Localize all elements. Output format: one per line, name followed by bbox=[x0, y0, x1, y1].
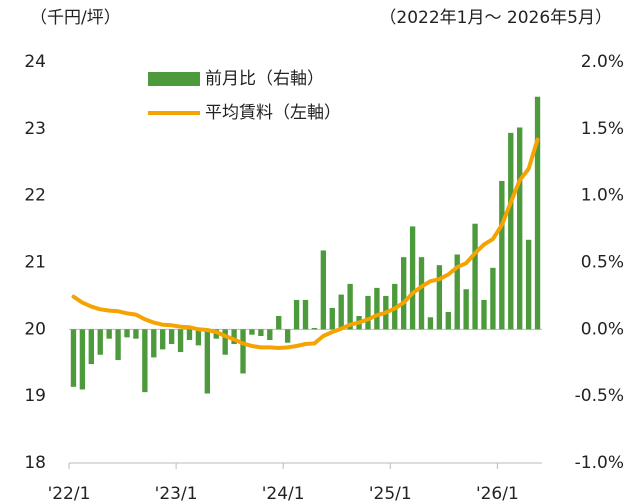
bar bbox=[195, 329, 202, 346]
bar bbox=[490, 267, 496, 330]
bar bbox=[517, 127, 523, 330]
bar bbox=[508, 132, 514, 330]
bar bbox=[365, 295, 371, 330]
bar bbox=[168, 329, 175, 345]
y2-tick-label: 2.0% bbox=[581, 52, 624, 72]
legend-label: 前月比（右軸） bbox=[205, 69, 324, 89]
bar bbox=[79, 329, 86, 390]
bar bbox=[160, 329, 166, 350]
y2-tick-label: 0.5% bbox=[581, 253, 624, 273]
x-tick-label: '23/1 bbox=[155, 484, 198, 504]
period-label: （2022年1月～ 2026年5月） bbox=[379, 8, 612, 28]
bar bbox=[525, 239, 532, 330]
y2-tick-label: -0.5% bbox=[575, 386, 624, 406]
bar bbox=[400, 257, 407, 330]
bar bbox=[88, 329, 94, 365]
bar bbox=[124, 329, 130, 338]
bar bbox=[231, 329, 237, 345]
bar bbox=[436, 265, 443, 330]
bar bbox=[320, 250, 327, 330]
bar bbox=[409, 226, 416, 330]
x-tick-label: '24/1 bbox=[262, 484, 305, 504]
bar bbox=[534, 96, 541, 330]
bar bbox=[293, 299, 300, 330]
y-tick-label: 18 bbox=[24, 453, 46, 473]
bar bbox=[177, 329, 184, 353]
bar bbox=[115, 329, 121, 361]
line bbox=[71, 137, 540, 350]
bar bbox=[427, 317, 434, 330]
y2-tick-label: 1.0% bbox=[581, 186, 624, 206]
x-tick-label: '25/1 bbox=[369, 484, 412, 504]
bar bbox=[472, 223, 478, 330]
legend-label: 平均賃料（左軸） bbox=[205, 103, 341, 123]
bar bbox=[186, 329, 193, 341]
bar bbox=[329, 307, 335, 330]
y-tick-label: 23 bbox=[24, 119, 46, 139]
bar bbox=[97, 329, 103, 355]
bar bbox=[106, 329, 112, 339]
x-tick-label: '22/1 bbox=[48, 484, 91, 504]
bar bbox=[276, 315, 282, 330]
bar bbox=[240, 329, 246, 374]
y-tick-label: 20 bbox=[24, 319, 46, 339]
bar bbox=[302, 299, 309, 330]
bar bbox=[347, 283, 353, 330]
bar bbox=[151, 329, 157, 358]
bar bbox=[463, 289, 469, 330]
bar bbox=[70, 329, 77, 387]
y-tick-label: 22 bbox=[24, 186, 46, 206]
bar bbox=[249, 329, 255, 335]
bar bbox=[338, 294, 344, 330]
bar bbox=[133, 329, 139, 339]
y2-tick-label: 1.5% bbox=[581, 119, 624, 139]
y-tick-label: 24 bbox=[24, 52, 46, 72]
bar bbox=[222, 329, 228, 355]
bar bbox=[374, 287, 380, 330]
bar bbox=[284, 329, 291, 343]
y-tick-label: 19 bbox=[24, 386, 46, 406]
bar bbox=[481, 299, 487, 330]
bar bbox=[499, 180, 505, 330]
bar bbox=[142, 329, 148, 393]
bar bbox=[454, 254, 460, 330]
y-tick-label: 21 bbox=[24, 253, 46, 273]
unit-label: （千円/坪） bbox=[30, 8, 121, 28]
legend-swatch bbox=[148, 72, 200, 86]
y2-tick-label: -1.0% bbox=[575, 453, 624, 473]
y2-tick-label: 0.0% bbox=[581, 319, 624, 339]
bar bbox=[418, 257, 425, 330]
bar bbox=[267, 329, 273, 341]
bar bbox=[204, 329, 211, 394]
x-tick-label: '26/1 bbox=[476, 484, 519, 504]
bar bbox=[311, 327, 318, 330]
bar bbox=[445, 311, 451, 330]
bar bbox=[258, 329, 264, 337]
